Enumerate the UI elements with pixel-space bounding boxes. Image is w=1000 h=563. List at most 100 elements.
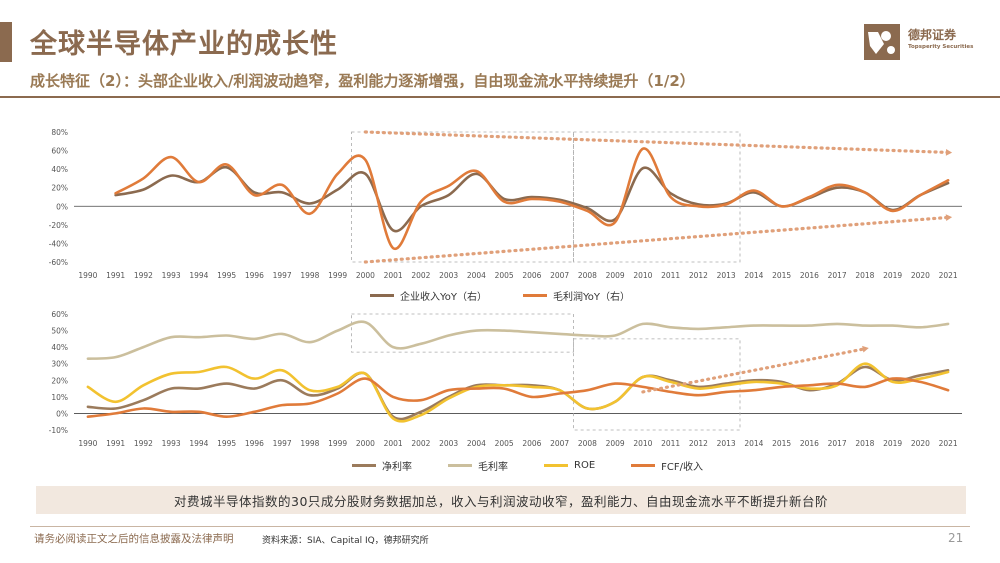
x-tick-label: 2018: [855, 439, 874, 448]
x-tick-label: 2011: [661, 271, 680, 280]
x-tick-label: 2000: [356, 271, 375, 280]
y-tick-label: -20%: [49, 221, 68, 230]
x-tick-label: 2014: [744, 439, 763, 448]
x-tick-label: 2019: [883, 271, 902, 280]
x-tick-label: 1992: [134, 439, 153, 448]
legend-fcf-label: FCF/收入: [661, 462, 703, 473]
y-tick-label: 60%: [51, 310, 68, 319]
page-subtitle: 成长特征（2）：头部企业收入/利润波动趋窄，盈利能力逐渐增强，自由现金流水平持续…: [30, 72, 695, 90]
x-tick-label: 1991: [106, 271, 125, 280]
x-tick-label: 2002: [411, 271, 430, 280]
x-tick-label: 1995: [217, 271, 236, 280]
x-tick-label: 2005: [495, 439, 514, 448]
legend-fcf: FCF/收入: [631, 458, 703, 473]
company-logo: 德邦证券 Topsperity Securities: [864, 20, 984, 64]
x-tick-label: 2016: [800, 439, 819, 448]
disclaimer-text: 请务必阅读正文之后的信息披露及法律声明: [34, 533, 234, 545]
trend-arrow-head: [862, 345, 869, 353]
x-tick-label: 2020: [911, 271, 930, 280]
page-title: 全球半导体产业的成长性: [30, 29, 338, 60]
x-tick-label: 2001: [384, 271, 403, 280]
trend-arrow-head: [945, 214, 953, 221]
legend-roe: ROE: [544, 458, 595, 473]
legend-gross-margin-label: 毛利率: [478, 462, 508, 473]
y-tick-label: -10%: [49, 426, 68, 435]
x-tick-label: 2013: [717, 271, 736, 280]
x-tick-label: 2002: [411, 439, 430, 448]
trend-arrow-line: [363, 130, 950, 155]
x-tick-label: 2007: [550, 439, 569, 448]
yoy-growth-chart: 80% 60% 40% 20% 0% -20% -40% -60% 1990 1991 1992 19…: [49, 128, 962, 280]
x-tick-label: 1992: [134, 271, 153, 280]
x-tick-label: 2013: [717, 439, 736, 448]
y-tick-label: 20%: [51, 184, 68, 193]
series-line: [86, 320, 950, 360]
x-tick-label: 1997: [273, 271, 292, 280]
period-box: [351, 313, 574, 353]
legend-gross-profit: 毛利润YoY（右）: [523, 288, 630, 303]
x-tick-label: 1997: [273, 439, 292, 448]
series-line: [114, 147, 950, 250]
x-tick-label: 1993: [162, 271, 181, 280]
x-tick-label: 2021: [939, 271, 958, 280]
x-tick-label: 2015: [772, 271, 791, 280]
legend-gross-margin: 毛利率: [448, 458, 508, 473]
x-tick-label: 2003: [439, 271, 458, 280]
x-tick-label: 2004: [467, 439, 486, 448]
footer-divider: [30, 526, 970, 527]
x-tick-label: 2006: [522, 271, 541, 280]
legend-revenue: 企业收入YoY（右）: [370, 288, 487, 303]
legend-net-margin-label: 净利率: [382, 462, 412, 473]
y-tick-label: 30%: [51, 360, 68, 369]
x-tick-label: 2019: [883, 439, 902, 448]
x-tick-label: 2012: [689, 271, 708, 280]
legend-gross-margin-swatch: [448, 464, 472, 467]
legend-fcf-swatch: [631, 464, 656, 467]
legend-roe-label: ROE: [574, 460, 596, 471]
x-tick-label: 2008: [578, 439, 597, 448]
series-line: [86, 377, 950, 419]
x-tick-label: 1994: [189, 271, 208, 280]
trend-arrow-line: [641, 347, 867, 394]
x-tick-label: 2011: [661, 439, 680, 448]
x-tick-label: 1990: [78, 439, 97, 448]
x-tick-label: 1998: [300, 271, 319, 280]
x-tick-label: 2018: [855, 271, 874, 280]
x-tick-label: 2000: [356, 439, 375, 448]
x-tick-label: 1991: [106, 439, 125, 448]
x-tick-label: 2007: [550, 271, 569, 280]
x-tick-label: 1999: [328, 271, 347, 280]
x-tick-label: 1994: [189, 439, 208, 448]
legend-gross-profit-label: 毛利润YoY（右）: [553, 292, 631, 303]
logo-cn-text: 德邦证券: [908, 28, 957, 42]
x-tick-label: 1996: [245, 439, 264, 448]
y-tick-label: 40%: [51, 165, 68, 174]
y-tick-label: 60%: [51, 147, 68, 156]
y-tick-label: 20%: [51, 376, 68, 385]
margin-chart: 60% 50% 40% 30% 20% 10% 0% -10% 1990 1991 1992 1993…: [49, 310, 962, 448]
x-tick-label: 2003: [439, 439, 458, 448]
logo-mark-icon: [864, 24, 900, 60]
x-tick-label: 2016: [800, 271, 819, 280]
period-box: [573, 131, 741, 263]
chart2-legend: 净利率 毛利率 ROE FCF/收入: [352, 458, 703, 473]
y-tick-label: 40%: [51, 343, 68, 352]
x-tick-label: 2015: [772, 439, 791, 448]
x-tick-label: 2020: [911, 439, 930, 448]
y-tick-label: -40%: [49, 239, 68, 248]
x-tick-label: 2012: [689, 439, 708, 448]
y-tick-label: 10%: [51, 393, 68, 402]
x-tick-label: 2017: [828, 439, 847, 448]
x-tick-label: 1990: [78, 271, 97, 280]
trend-arrow-head: [945, 148, 953, 156]
legend-revenue-swatch: [370, 294, 394, 297]
period-box: [351, 131, 574, 263]
x-tick-label: 2005: [495, 271, 514, 280]
source-text: 资料来源：SIA、Capital IQ，德邦研究所: [262, 536, 429, 546]
x-tick-label: 2021: [939, 439, 958, 448]
y-tick-label: 50%: [51, 327, 68, 336]
x-tick-label: 2004: [467, 271, 486, 280]
series-line: [86, 362, 950, 423]
legend-net-margin-swatch: [352, 464, 376, 467]
x-tick-label: 1995: [217, 439, 236, 448]
